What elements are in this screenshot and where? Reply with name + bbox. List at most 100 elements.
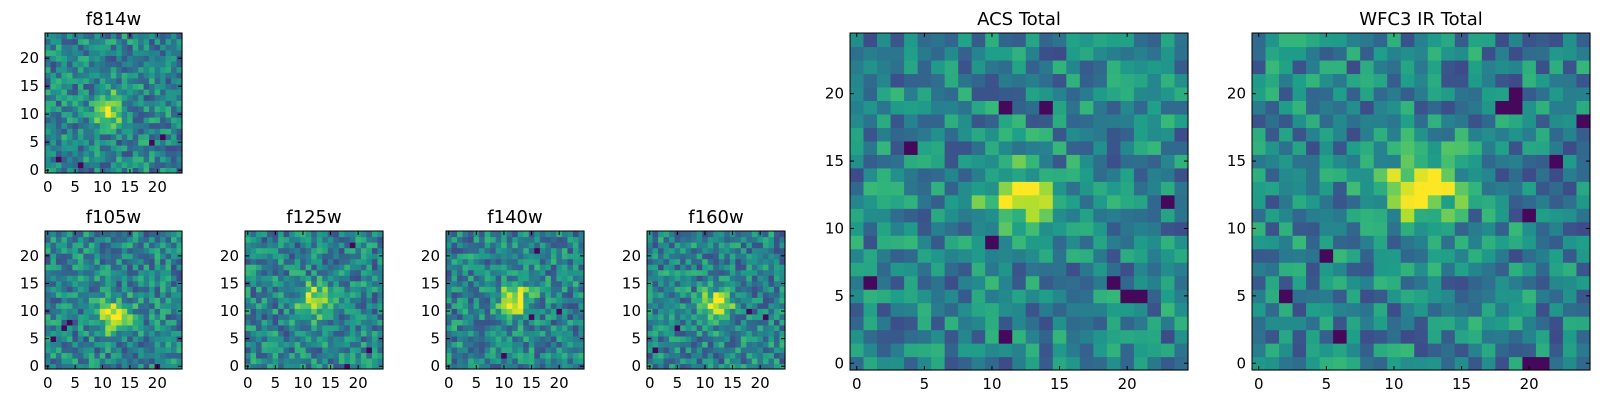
heatmap-cell <box>707 319 714 326</box>
heatmap-cell <box>729 313 736 320</box>
heatmap-cell <box>917 356 932 371</box>
heatmap-cell <box>94 308 101 315</box>
heatmap-cell <box>652 341 659 348</box>
heatmap-cell <box>779 341 786 348</box>
heatmap-cell <box>457 286 464 293</box>
heatmap-cell <box>61 357 68 365</box>
heatmap-cell <box>77 319 84 326</box>
heatmap-cell <box>50 324 57 331</box>
heatmap-cell <box>105 150 112 157</box>
heatmap-cell <box>680 297 687 304</box>
heatmap-cell <box>94 297 101 304</box>
heatmap-cell <box>713 330 720 337</box>
heatmap-cell <box>669 236 676 243</box>
heatmap-cell <box>740 335 747 342</box>
heatmap-cell <box>138 346 145 354</box>
heatmap-cell <box>512 236 519 243</box>
heatmap-cell <box>567 291 574 298</box>
heatmap-cell <box>50 313 57 320</box>
heatmap-cell <box>998 127 1013 142</box>
heatmap-cell <box>1414 59 1429 75</box>
heatmap-cell <box>138 133 145 140</box>
heatmap-cell <box>523 264 530 271</box>
heatmap-cell <box>344 275 351 282</box>
heatmap-cell <box>1522 154 1537 169</box>
heatmap-cell <box>143 280 150 287</box>
heatmap-cell <box>305 286 312 293</box>
heatmap-cell <box>1039 194 1054 209</box>
heatmap-cell <box>1346 73 1361 88</box>
heatmap-cell <box>149 341 156 348</box>
heatmap-cell <box>110 66 117 73</box>
heatmap-cell <box>534 324 541 331</box>
heatmap-cell <box>61 280 68 287</box>
heatmap-cell <box>1508 208 1523 223</box>
heatmap-cell <box>751 286 758 293</box>
heatmap-cell <box>1468 262 1483 277</box>
heatmap-cell <box>1066 275 1081 290</box>
heatmap-cell <box>985 343 1000 358</box>
heatmap-cell <box>1306 59 1321 75</box>
heatmap-cell <box>904 127 919 142</box>
heatmap-cell <box>267 346 274 354</box>
heatmap-cell <box>539 313 546 320</box>
heatmap-cell <box>171 319 178 326</box>
heatmap-cell <box>1522 33 1537 48</box>
heatmap-cell <box>473 313 480 320</box>
heatmap-cell <box>278 236 285 243</box>
heatmap-cell <box>132 94 139 101</box>
heatmap-cell <box>707 341 714 348</box>
heatmap-cell <box>66 297 73 304</box>
heatmap-cell <box>735 286 742 293</box>
heatmap-cell <box>283 258 290 265</box>
heatmap-cell <box>1174 113 1189 128</box>
heatmap-cell <box>534 242 541 249</box>
heatmap-cell <box>652 280 659 287</box>
heatmap-cell <box>850 33 865 48</box>
heatmap-cell <box>669 269 676 276</box>
heatmap-cell <box>1441 46 1456 61</box>
heatmap-cell <box>256 352 263 359</box>
heatmap-cell <box>572 330 580 337</box>
heatmap-cell <box>245 286 252 293</box>
heatmap-cell <box>50 66 57 73</box>
heatmap-cell <box>278 308 285 315</box>
heatmap-cell <box>66 363 73 370</box>
heatmap-cell <box>468 363 475 370</box>
heatmap-cell <box>366 341 373 348</box>
heatmap-cell <box>1160 113 1176 128</box>
heatmap-cell <box>724 275 731 282</box>
heatmap-cell <box>94 150 101 157</box>
heatmap-cell <box>561 247 569 254</box>
heatmap-cell <box>72 145 79 152</box>
heatmap-cell <box>66 72 73 79</box>
heatmap-cell <box>371 341 379 348</box>
heatmap-cell <box>998 248 1013 263</box>
heatmap-cell <box>669 297 676 304</box>
heatmap-cell <box>740 291 747 298</box>
heatmap-cell <box>1319 275 1334 290</box>
heatmap-cell <box>1454 208 1469 223</box>
heatmap-cell <box>446 324 453 331</box>
heatmap-cell <box>713 275 720 282</box>
heatmap-cell <box>495 280 502 287</box>
heatmap-cell <box>371 302 379 309</box>
heatmap-cell <box>1133 73 1149 88</box>
heatmap-cell <box>72 275 79 282</box>
heatmap-cell <box>294 352 301 359</box>
heatmap-cell <box>77 128 84 135</box>
heatmap-cell <box>1265 46 1280 61</box>
heatmap-cell <box>338 324 345 331</box>
heatmap-cell <box>1387 329 1402 344</box>
heatmap-cell <box>149 231 156 238</box>
heatmap-cell <box>674 247 681 254</box>
heatmap-cell <box>762 275 770 282</box>
heatmap-cell <box>506 291 513 298</box>
heatmap-cell <box>1160 73 1176 88</box>
heatmap-cell <box>647 275 654 282</box>
heatmap-cell <box>132 231 139 238</box>
heatmap-cell <box>534 330 541 337</box>
heatmap-cell <box>165 167 172 174</box>
heatmap-cell <box>66 139 73 146</box>
heatmap-cell <box>512 242 519 249</box>
